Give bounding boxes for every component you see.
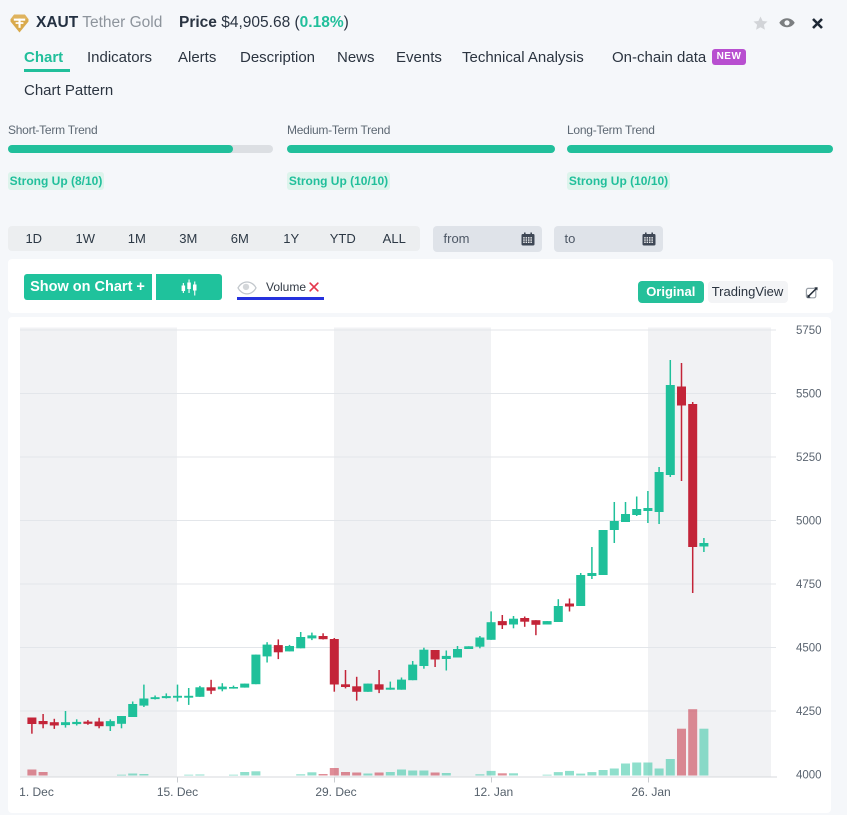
svg-text:5750: 5750 [796,325,822,337]
svg-text:4500: 4500 [796,643,822,655]
svg-text:5250: 5250 [796,452,822,464]
svg-text:4250: 4250 [796,706,822,718]
svg-text:5000: 5000 [796,516,822,528]
svg-text:12. Jan: 12. Jan [474,785,513,799]
svg-text:15. Dec: 15. Dec [157,785,198,799]
svg-text:4750: 4750 [796,579,822,591]
svg-text:4000: 4000 [796,770,822,782]
svg-text:29. Dec: 29. Dec [315,785,356,799]
svg-text:1. Dec: 1. Dec [19,785,54,799]
svg-text:5500: 5500 [796,389,822,401]
svg-text:26. Jan: 26. Jan [631,785,670,799]
